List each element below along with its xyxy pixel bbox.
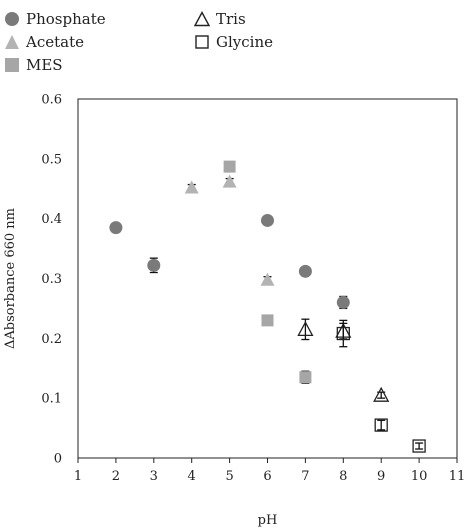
legend-label-phosphate: Phosphate: [26, 10, 106, 28]
data-point-glycine: [336, 326, 350, 341]
series-mes: [223, 160, 312, 384]
series-acetate: [184, 174, 275, 286]
legend-item-tris: Tris: [194, 8, 246, 30]
triangle-marker-icon: [5, 35, 19, 49]
y-tick-label: 0: [54, 452, 62, 467]
legend-item-mes: MES: [4, 54, 63, 76]
x-tick-label: 1: [74, 469, 82, 484]
open-square-marker-icon: [195, 35, 209, 49]
legend-label-mes: MES: [26, 56, 63, 74]
x-axis-title: pH: [258, 513, 278, 528]
legend-item-acetate: Acetate: [4, 31, 84, 53]
x-tick-label: 2: [112, 469, 120, 484]
y-tick-label: 0.6: [41, 93, 62, 108]
x-tick-label: 8: [339, 469, 347, 484]
x-tick-label: 6: [263, 469, 271, 484]
data-point-phosphate: [261, 213, 274, 227]
series-phosphate: [109, 213, 350, 310]
data-point-phosphate: [336, 295, 350, 309]
series-glycine: [336, 319, 426, 453]
data-point-mes: [223, 160, 236, 173]
y-axis-title: ΔAbsorbance 660 nm: [3, 208, 18, 349]
legend-item-phosphate: Phosphate: [4, 8, 106, 30]
y-tick-label: 0.3: [41, 272, 62, 287]
x-tick-label: 10: [411, 469, 428, 484]
y-tick-label: 0.5: [41, 152, 62, 167]
y-tick-label: 0.4: [41, 212, 62, 227]
data-point-acetate: [260, 272, 275, 286]
circle-marker-icon: [5, 12, 19, 26]
x-tick-label: 9: [377, 469, 385, 484]
data-point-tris: [297, 320, 314, 337]
data-point-mes: [299, 371, 312, 384]
data-point-acetate: [222, 174, 237, 188]
data-point-glycine: [412, 439, 426, 453]
x-tick-label: 3: [150, 469, 158, 484]
square-marker-icon: [5, 58, 19, 72]
data-point-tris: [373, 386, 390, 402]
y-tick-label: 0.2: [41, 332, 62, 347]
legend-label-acetate: Acetate: [26, 33, 84, 51]
y-tick-label: 0.1: [41, 392, 62, 407]
legend-label-tris: Tris: [216, 10, 246, 28]
data-point-phosphate: [109, 221, 123, 235]
legend-label-glycine: Glycine: [216, 33, 273, 51]
x-tick-label: 11: [449, 469, 466, 484]
x-tick-label: 4: [188, 469, 196, 484]
data-point-acetate: [184, 180, 199, 194]
data-point-glycine: [374, 418, 388, 432]
data-point-mes: [261, 314, 274, 327]
data-point-phosphate: [298, 264, 312, 278]
open-triangle-marker-icon: [194, 11, 210, 27]
legend-item-glycine: Glycine: [194, 31, 273, 53]
data-point-phosphate: [147, 258, 161, 272]
x-tick-label: 7: [301, 469, 309, 484]
x-tick-label: 5: [225, 469, 233, 484]
